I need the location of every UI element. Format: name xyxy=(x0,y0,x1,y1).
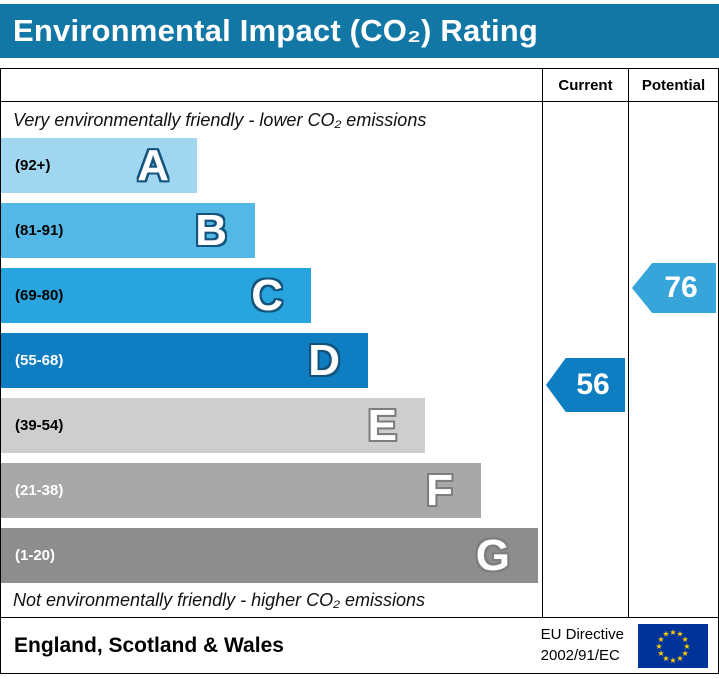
band-d-range: (55-68) xyxy=(15,352,64,369)
band-b: (81-91) B xyxy=(1,203,255,258)
svg-text:★: ★ xyxy=(655,641,662,650)
potential-column-divider xyxy=(628,69,629,617)
band-c-letter: C xyxy=(251,270,283,320)
rating-chart: Current Potential Very environmentally f… xyxy=(0,68,719,618)
band-d: (55-68) D xyxy=(1,333,368,388)
svg-text:★: ★ xyxy=(662,629,669,638)
current-column-divider xyxy=(542,69,543,617)
svg-text:★: ★ xyxy=(676,629,683,638)
potential-rating-value: 76 xyxy=(664,271,698,304)
band-e: (39-54) E xyxy=(1,398,425,453)
current-rating-value: 56 xyxy=(576,368,610,401)
svg-text:★: ★ xyxy=(657,634,664,643)
svg-text:★: ★ xyxy=(662,653,669,662)
eu-directive-label: EU Directive 2002/91/EC xyxy=(541,625,624,666)
svg-text:★: ★ xyxy=(683,641,690,650)
band-g-letter: G xyxy=(475,530,510,580)
band-c-range: (69-80) xyxy=(15,287,64,304)
band-c: (69-80) C xyxy=(1,268,311,323)
rating-bands: (92+) A (81-91) B (69-80) C (55-68) D (3… xyxy=(1,138,718,583)
band-f-letter: F xyxy=(426,465,453,515)
region-label: England, Scotland & Wales xyxy=(14,633,284,657)
band-b-range: (81-91) xyxy=(15,222,64,239)
svg-text:★: ★ xyxy=(657,648,664,657)
svg-text:★: ★ xyxy=(682,648,689,657)
potential-column-header: Potential xyxy=(641,76,706,94)
svg-text:★: ★ xyxy=(682,634,689,643)
eu-flag-icon: ★ ★ ★ ★ ★ ★ ★ ★ ★ ★ ★ ★ xyxy=(638,623,708,668)
potential-rating-arrow: 76 xyxy=(632,263,716,313)
current-rating-arrow: 56 xyxy=(546,358,625,412)
band-b-letter: B xyxy=(195,205,227,255)
svg-text:★: ★ xyxy=(676,653,683,662)
column-header-row: Current Potential xyxy=(1,69,718,102)
top-caption: Very environmentally friendly - lower CO… xyxy=(13,109,427,130)
band-d-letter: D xyxy=(308,335,340,385)
bottom-caption: Not environmentally friendly - higher CO… xyxy=(13,589,426,610)
chart-title-bar: Environmental Impact (CO₂) Rating xyxy=(0,4,719,58)
page-title: Environmental Impact (CO₂) Rating xyxy=(13,13,539,48)
footer-bar: England, Scotland & Wales EU Directive 2… xyxy=(0,617,719,674)
eu-directive-line2: 2002/91/EC xyxy=(540,646,620,664)
band-f: (21-38) F xyxy=(1,463,481,518)
band-e-range: (39-54) xyxy=(15,417,64,434)
svg-text:★: ★ xyxy=(669,627,676,636)
band-e-letter: E xyxy=(367,400,397,450)
band-g-range: (1-20) xyxy=(15,547,56,564)
svg-text:★: ★ xyxy=(669,655,676,664)
eu-directive-line1: EU Directive xyxy=(540,626,624,644)
current-column-header: Current xyxy=(558,76,613,94)
band-a: (92+) A xyxy=(1,138,197,193)
band-a-letter: A xyxy=(137,140,169,190)
band-f-range: (21-38) xyxy=(15,482,64,499)
band-a-range: (92+) xyxy=(15,157,51,174)
band-g: (1-20) G xyxy=(1,528,538,583)
